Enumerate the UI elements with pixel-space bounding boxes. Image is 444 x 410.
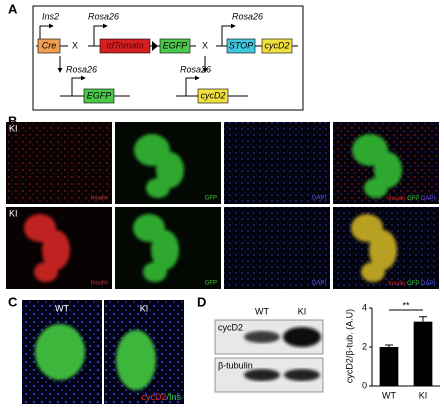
blot-column-label: WT: [255, 306, 269, 316]
micrograph-pair: WT KI cycD2/Ins: [22, 300, 184, 404]
merged-channel-label: Insulin GFP DAPI: [388, 281, 435, 287]
promoter-label: Ins2: [42, 11, 59, 21]
channel-label: DAPI: [421, 196, 435, 202]
stain-part: cycD2: [141, 392, 166, 402]
error-bar: [419, 316, 427, 322]
column-label: KI: [140, 303, 149, 313]
gene-label: EGFP: [163, 40, 188, 50]
stain-label: cycD2/Ins: [141, 392, 181, 402]
x-tick-label: WT: [382, 390, 396, 400]
panel-label: A: [8, 1, 18, 16]
blot-row-label: β-tubulin: [218, 360, 253, 370]
channel-label: DAPI: [312, 281, 326, 287]
gene-label: Cre: [42, 40, 57, 50]
row-tag: KI: [9, 123, 18, 133]
schematic-frame: [32, 5, 304, 111]
gene-label: cycD2: [264, 40, 289, 50]
channel-label: DAPI: [312, 196, 326, 202]
column-label: WT: [55, 303, 69, 313]
panel-label: D: [197, 294, 206, 309]
channel-label: DAPI: [421, 281, 435, 287]
y-tick-label: 2: [362, 341, 367, 351]
bar: [413, 321, 433, 386]
blot-column-label: KI: [298, 306, 307, 316]
promoter-label: Rosa26: [66, 64, 97, 74]
bar-chart: cycD2/β-tub. (A.U) 0 2 4 WT KI **: [344, 300, 440, 400]
y-tick-label: 4: [362, 302, 367, 312]
row-tag: KI: [9, 208, 18, 218]
promoter-label: Rosa26: [88, 11, 119, 21]
western-blot: WT KI cycD2 β-tubulin: [214, 306, 324, 393]
panel-label: B: [8, 113, 17, 128]
promoter-label: Rosa26: [232, 11, 263, 21]
channel-label: Insulin: [91, 196, 108, 202]
y-axis-label: cycD2/β-tub. (A.U): [344, 309, 354, 383]
gene-label: STOP: [229, 40, 253, 50]
significance-label: **: [402, 300, 410, 310]
merged-channel-label: Insulin GFP DAPI: [388, 196, 435, 202]
bar: [379, 347, 399, 386]
micrograph-row-2: [6, 207, 439, 289]
promoter-label: Rosa26: [180, 64, 211, 74]
y-tick-label: 0: [362, 380, 367, 390]
blot-row-label: cycD2: [218, 322, 243, 332]
gene-label: tdTomato: [106, 40, 143, 50]
cross-label: X: [72, 40, 78, 50]
panel-label: C: [8, 294, 18, 309]
channel-label: Insulin: [388, 281, 405, 287]
construct-row-2: Rosa26 EGFP Rosa26 cycD2: [60, 64, 248, 104]
cross-label: X: [202, 40, 208, 50]
gene-label: cycD2: [200, 90, 225, 100]
channel-label: Insulin: [91, 281, 108, 287]
x-tick-label: KI: [419, 390, 428, 400]
stain-part: /Ins: [166, 392, 181, 402]
channel-label: Insulin: [388, 196, 405, 202]
error-bar: [385, 344, 393, 347]
micrograph-row-1: [6, 122, 439, 204]
construct-row-1: Ins2 Cre X Rosa26 tdTomato EGFP X Rosa26…: [36, 11, 298, 73]
micrograph-labels: KI Insulin GFP DAPI Insulin GFP DAPI KI …: [9, 123, 435, 286]
channel-label: GFP: [407, 196, 419, 202]
channel-label: GFP: [205, 196, 217, 202]
channel-label: GFP: [407, 281, 419, 287]
gene-label: EGFP: [87, 90, 112, 100]
channel-label: GFP: [205, 281, 217, 287]
